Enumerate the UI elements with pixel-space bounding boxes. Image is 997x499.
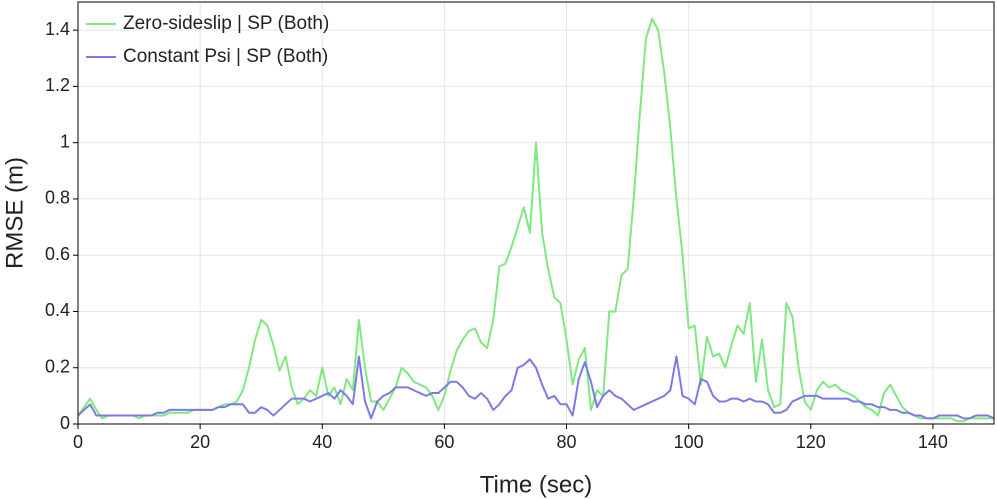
y-tick-label: 0	[60, 413, 70, 433]
x-tick-label: 20	[190, 432, 210, 452]
series-line	[77, 355, 995, 420]
x-tick-label: 40	[312, 432, 332, 452]
y-tick-label: 0.6	[45, 244, 70, 264]
x-axis-title: Time (sec)	[480, 471, 592, 498]
legend-label: Zero-sideslip | SP (Both)	[123, 13, 329, 34]
y-tick-label: 0.4	[45, 300, 70, 320]
x-tick-label: 80	[557, 432, 577, 452]
series-line	[77, 17, 994, 423]
y-tick-label: 0.2	[45, 356, 70, 376]
y-tick-label: 0.8	[45, 188, 70, 208]
y-axis-title: RMSE (m)	[1, 157, 28, 269]
y-tick-label: 1	[60, 131, 70, 151]
plot-frame	[77, 1, 995, 425]
y-tick-label: 1.4	[45, 19, 70, 39]
x-tick-label: 120	[796, 432, 826, 452]
legend-label: Constant Psi | SP (Both)	[123, 46, 328, 67]
x-tick-label: 100	[674, 432, 704, 452]
y-tick-label: 1.2	[45, 75, 70, 95]
x-tick-label: 0	[73, 432, 83, 452]
x-tick-label: 140	[918, 432, 948, 452]
x-tick-label: 60	[434, 432, 454, 452]
